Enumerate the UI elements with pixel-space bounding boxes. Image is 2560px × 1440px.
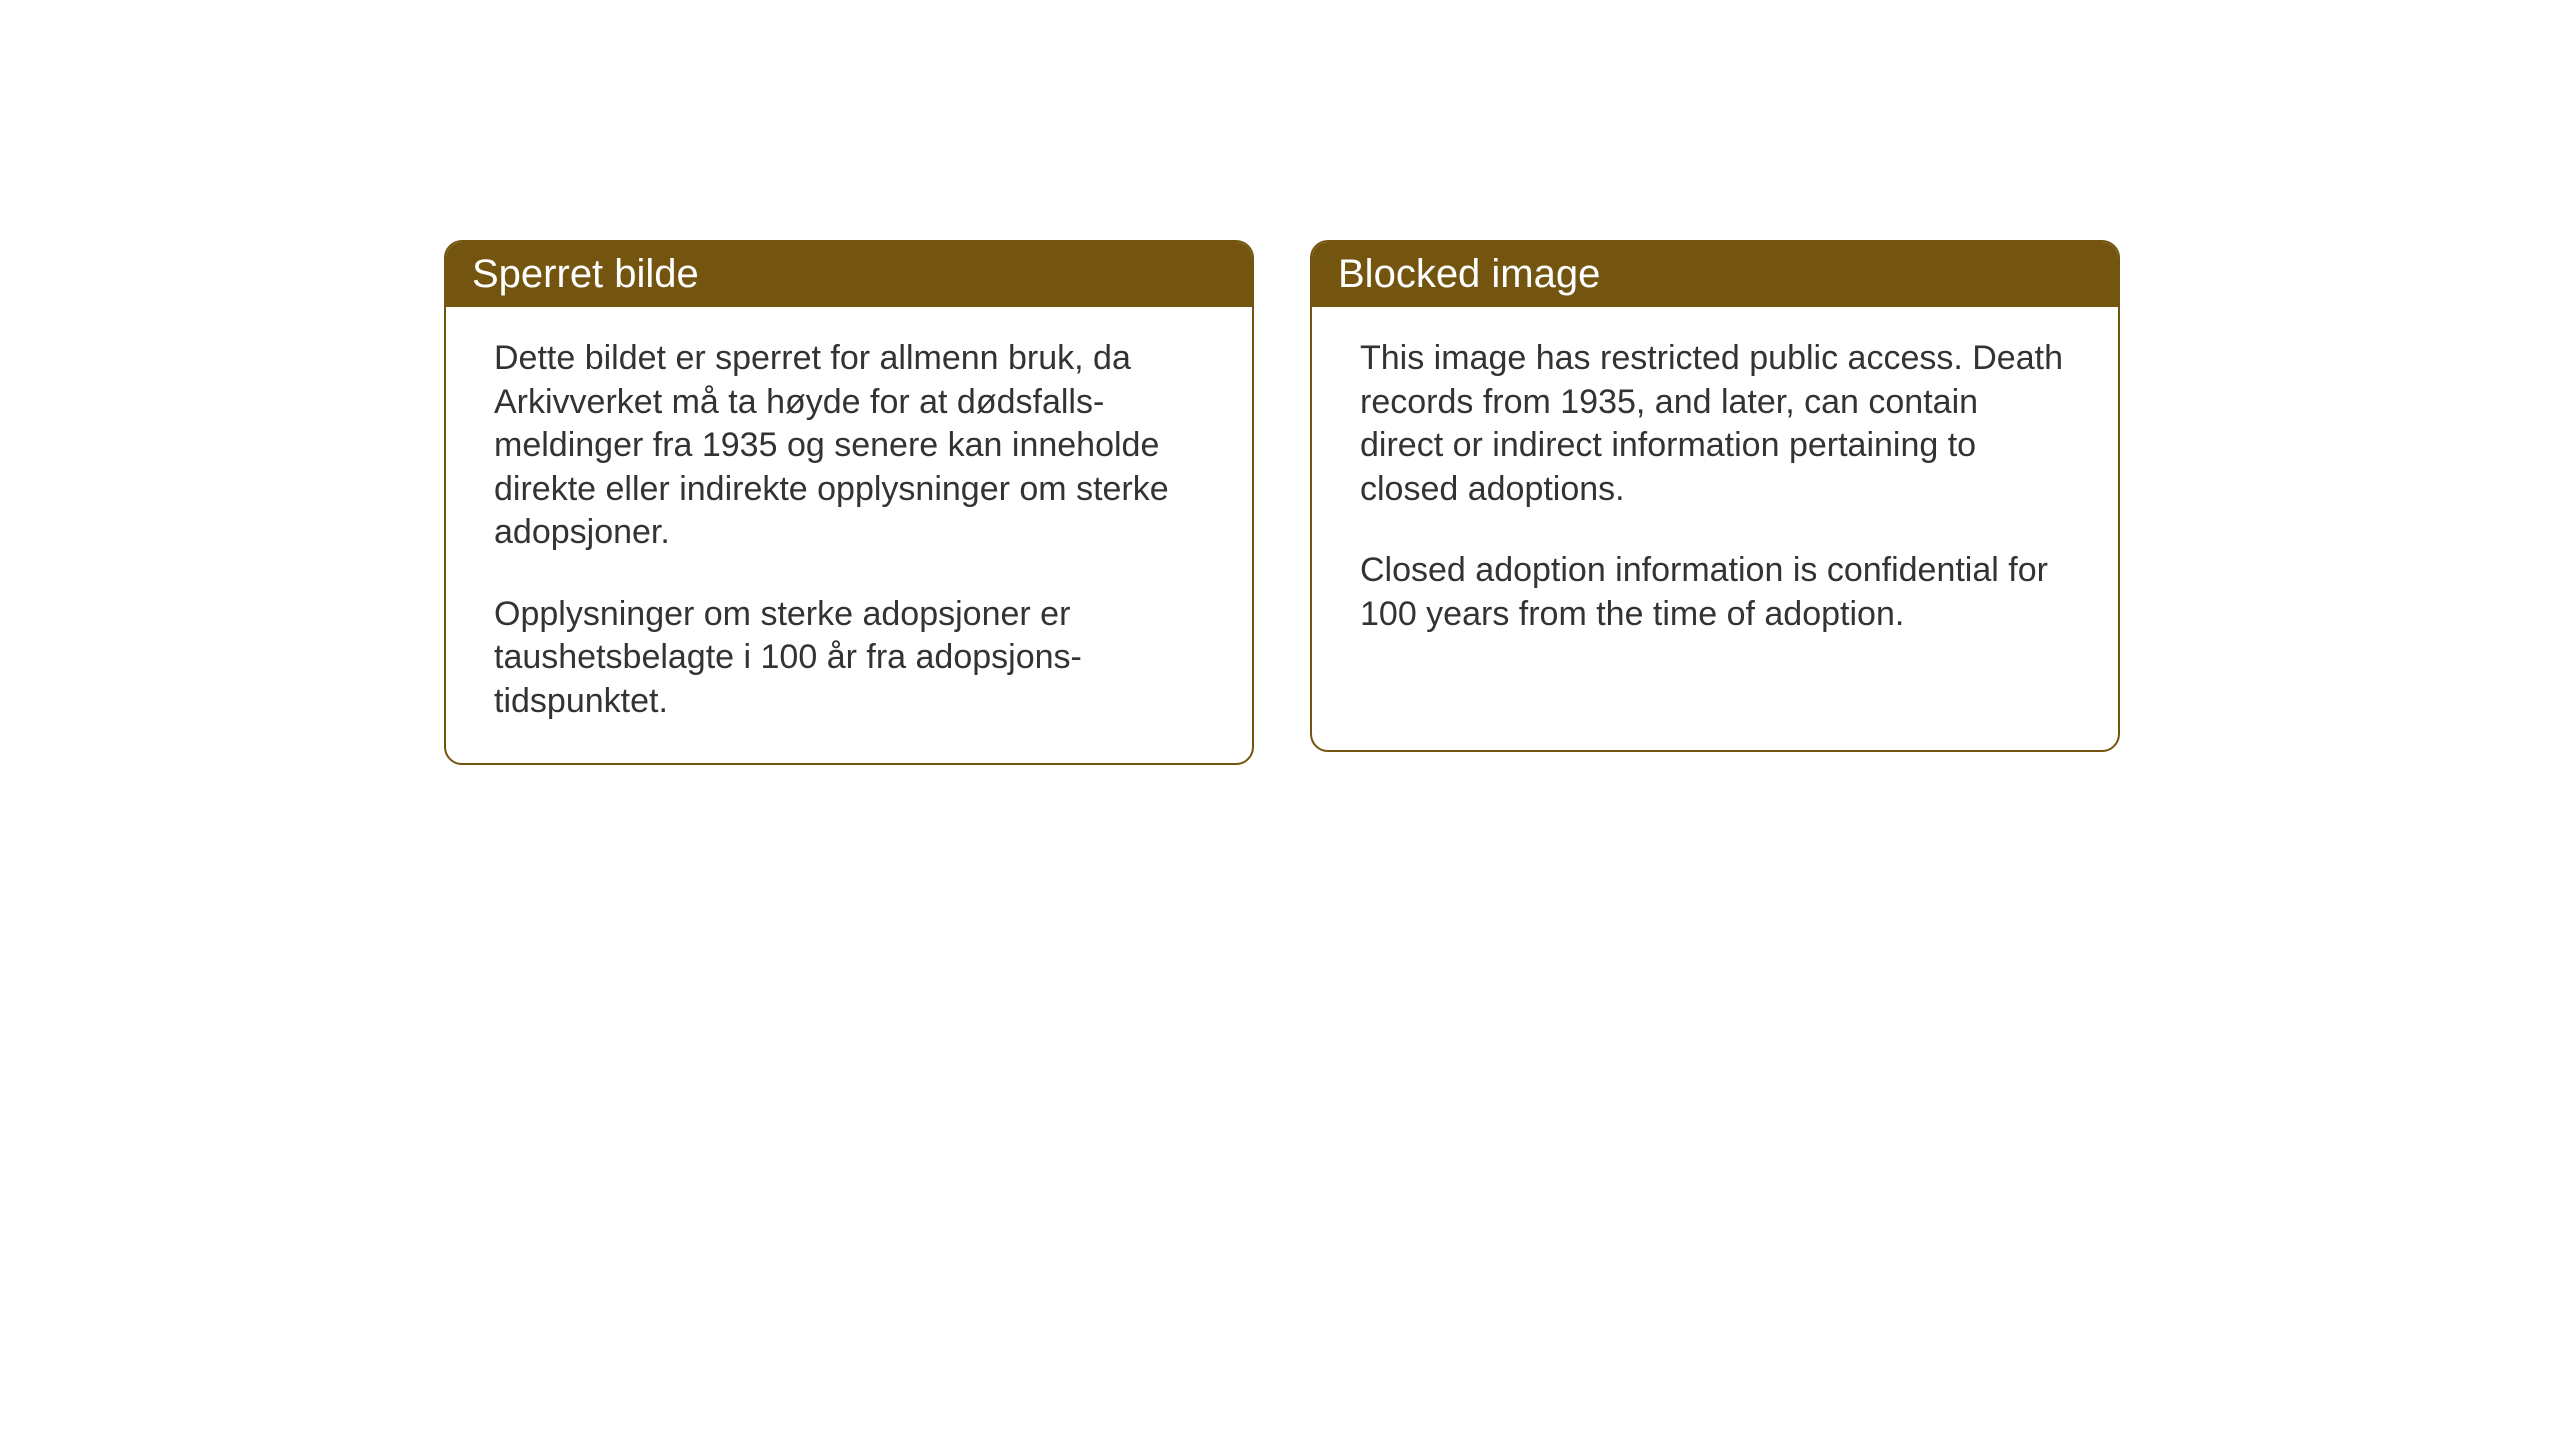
card-paragraph-norwegian-1: Dette bildet er sperret for allmenn bruk… [494,337,1204,555]
card-paragraph-norwegian-2: Opplysninger om sterke adopsjoner er tau… [494,593,1204,724]
card-title-english: Blocked image [1338,252,1600,296]
card-header-english: Blocked image [1312,242,2118,307]
card-body-norwegian: Dette bildet er sperret for allmenn bruk… [446,307,1252,763]
card-header-norwegian: Sperret bilde [446,242,1252,307]
notice-container: Sperret bilde Dette bildet er sperret fo… [444,240,2120,765]
card-paragraph-english-2: Closed adoption information is confident… [1360,549,2070,636]
card-body-english: This image has restricted public access.… [1312,307,2118,676]
card-title-norwegian: Sperret bilde [472,252,699,296]
notice-card-english: Blocked image This image has restricted … [1310,240,2120,752]
card-paragraph-english-1: This image has restricted public access.… [1360,337,2070,511]
notice-card-norwegian: Sperret bilde Dette bildet er sperret fo… [444,240,1254,765]
